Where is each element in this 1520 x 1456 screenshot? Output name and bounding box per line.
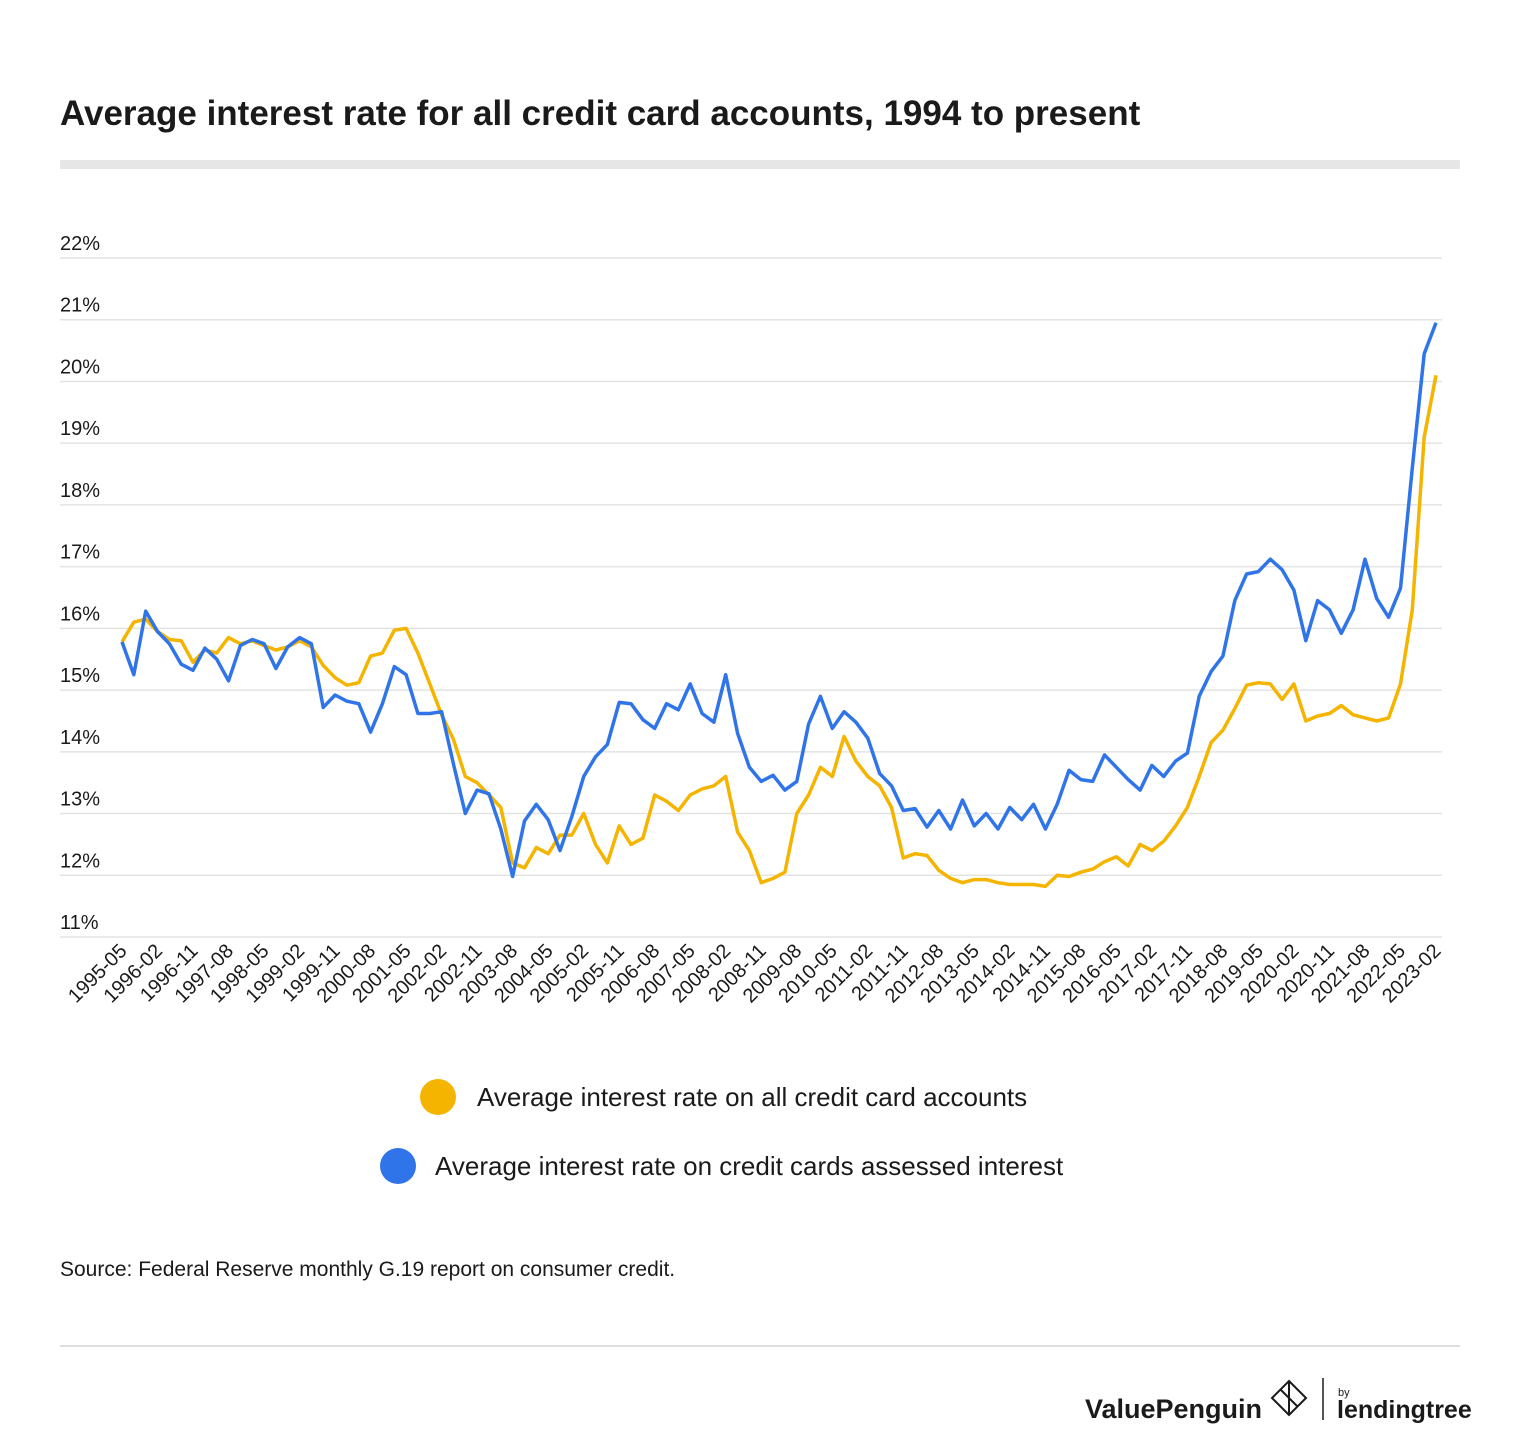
- title-rule: [60, 160, 1460, 169]
- legend-swatch: [420, 1079, 456, 1115]
- y-tick-label: 14%: [60, 727, 100, 749]
- chart-title: Average interest rate for all credit car…: [60, 94, 1141, 133]
- y-tick-label: 17%: [60, 542, 100, 564]
- series-line: [120, 322, 1438, 879]
- y-tick-label: 20%: [60, 356, 100, 378]
- brand-logo: [1270, 1379, 1308, 1417]
- y-tick-label: 22%: [60, 233, 100, 255]
- brand-name: ValuePenguin: [1085, 1394, 1262, 1424]
- y-tick-label: 15%: [60, 665, 100, 687]
- series-line: [120, 374, 1438, 889]
- brand-partner: lendingtree: [1337, 1396, 1472, 1424]
- y-tick-label: 16%: [60, 603, 100, 625]
- plot: 11%12%13%14%15%16%17%18%19%20%21%22%1995…: [60, 233, 1446, 1184]
- legend-label: Average interest rate on all credit card…: [477, 1082, 1027, 1112]
- y-tick-label: 19%: [60, 418, 100, 440]
- brand-by: by: [1338, 1387, 1350, 1399]
- y-tick-label: 11%: [60, 912, 99, 934]
- y-tick-label: 12%: [60, 850, 100, 872]
- y-tick-label: 18%: [60, 480, 100, 502]
- y-tick-label: 21%: [60, 295, 100, 317]
- source-note: Source: Federal Reserve monthly G.19 rep…: [60, 1258, 675, 1281]
- legend-swatch: [380, 1148, 416, 1184]
- y-tick-label: 13%: [60, 789, 100, 811]
- legend-label: Average interest rate on credit cards as…: [435, 1151, 1064, 1181]
